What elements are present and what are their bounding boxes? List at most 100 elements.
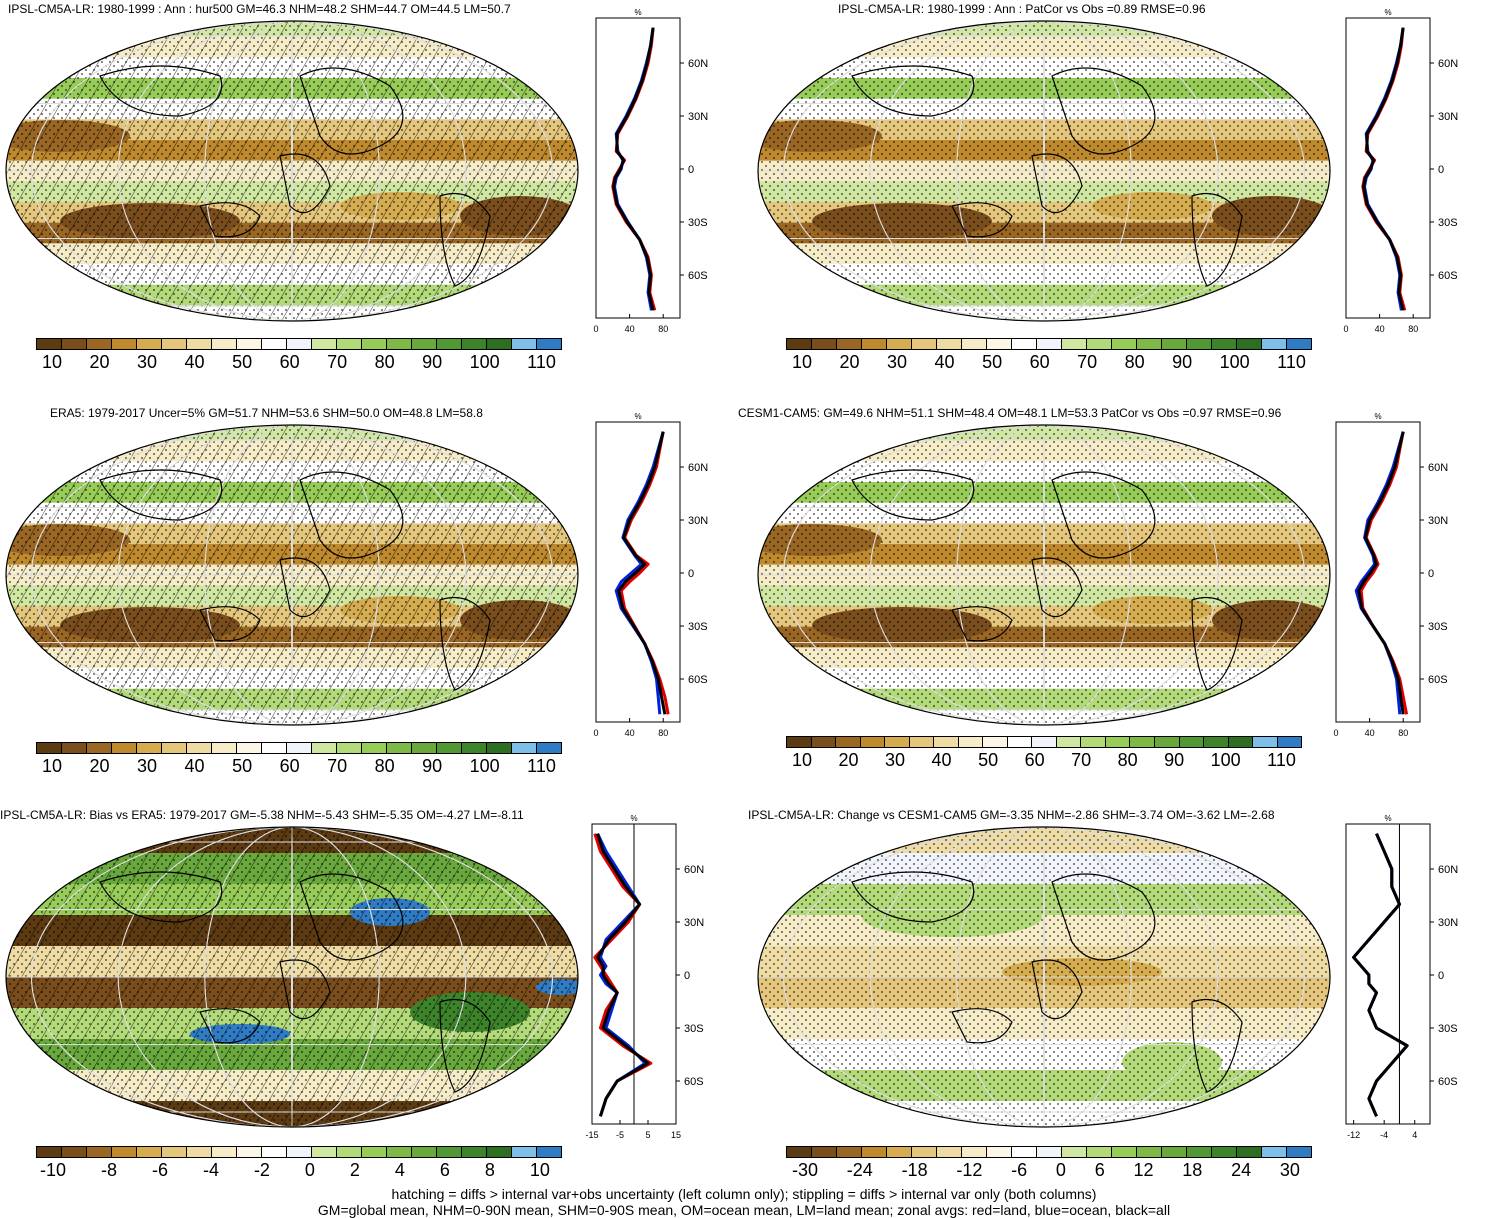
zonal-xtick-label: 5: [645, 1130, 650, 1140]
colorbar: [786, 736, 1302, 748]
colorbar: [36, 1146, 562, 1158]
colorbar-swatch: [1237, 1147, 1262, 1157]
colorbar-label: 0: [1055, 1160, 1066, 1180]
colorbar-swatch: [812, 1147, 837, 1157]
colorbar-label: 10: [42, 756, 63, 776]
colorbar-swatch: [37, 743, 62, 753]
colorbar-swatch: [137, 1147, 162, 1157]
zonal-xtick-label: 80: [1408, 324, 1418, 334]
panel-title: IPSL-CM5A-LR: 1980-1999 : Ann : hur500 G…: [8, 2, 511, 16]
colorbar-swatch: [237, 743, 262, 753]
colorbar-label: -24: [846, 1160, 873, 1180]
coastline: [299, 67, 404, 155]
footer-note-1: hatching = diffs > internal var+obs unce…: [391, 1186, 1097, 1202]
colorbar-label: 110: [1277, 352, 1306, 372]
panel-title: ERA5: 1979-2017 Uncer=5% GM=51.7 NHM=53.…: [50, 406, 483, 420]
colorbar-label: 80: [374, 352, 395, 372]
coastline: [1051, 471, 1156, 559]
colorbar-swatch: [112, 339, 137, 349]
zonal-xtick-label: 0: [1343, 324, 1348, 334]
coastline: [99, 65, 223, 117]
map-change: [757, 826, 1331, 1128]
colorbar-swatch: [987, 1147, 1012, 1157]
colorbar-swatch: [1130, 737, 1155, 747]
zonal-lat-label: 30S: [1428, 621, 1448, 633]
colorbar-label: 18: [1182, 1160, 1203, 1180]
colorbar-swatch: [462, 743, 487, 753]
zonal-lat-label: 0: [1438, 164, 1444, 176]
colorbar-label: 90: [1172, 352, 1193, 372]
zonal-xtick-label: 4: [1412, 1130, 1417, 1140]
colorbar-label: 2: [349, 1160, 360, 1180]
map-outline: [757, 20, 1331, 322]
coastline: [199, 1008, 261, 1044]
colorbar-label: 20: [89, 756, 110, 776]
colorbar-label: 30: [137, 756, 158, 776]
coastline: [279, 557, 331, 618]
zonal-lat-label: 0: [688, 164, 694, 176]
colorbar-swatch: [962, 339, 987, 349]
colorbar-swatch: [262, 1147, 287, 1157]
colorbar-swatch: [1037, 1147, 1062, 1157]
colorbar-swatch: [1081, 737, 1106, 747]
colorbar-swatch: [1262, 1147, 1287, 1157]
coastline: [851, 469, 975, 521]
zonal-lat-label: 30N: [688, 515, 708, 527]
colorbar-swatch: [836, 737, 861, 747]
colorbar-label: 110: [527, 352, 556, 372]
colorbar-swatch: [1277, 737, 1302, 747]
coastline: [99, 871, 223, 923]
zonal-xtick-label: 80: [1398, 728, 1408, 738]
colorbar-swatch: [362, 743, 387, 753]
colorbar-swatch: [312, 743, 337, 753]
colorbar-swatch: [512, 743, 537, 753]
zonal-unit-label: %: [1374, 412, 1381, 421]
colorbar-label: 60: [279, 352, 300, 372]
colorbar-swatch: [187, 339, 212, 349]
colorbar-label: 60: [1024, 750, 1045, 770]
zonal-xtick-label: 40: [1365, 728, 1375, 738]
colorbar-label: 50: [232, 756, 253, 776]
coastline: [299, 873, 404, 961]
colorbar-swatch: [312, 1147, 337, 1157]
colorbar-label: 12: [1133, 1160, 1154, 1180]
zonal-lat-label: 0: [684, 970, 690, 982]
zonal-xtick-label: 40: [625, 728, 635, 738]
colorbar-swatch: [412, 339, 437, 349]
colorbar-swatch: [1179, 737, 1205, 747]
coastline: [951, 202, 1013, 238]
colorbar-swatch: [387, 339, 412, 349]
zonal-lat-label: 60N: [1428, 462, 1448, 474]
colorbar-labels: 10 20 30 40 50 60 70 80 90 100 110: [792, 352, 1306, 373]
colorbar-swatch: [1204, 737, 1229, 747]
zonal-lat-label: 30S: [1438, 1023, 1458, 1035]
zonal-lat-label: 0: [1438, 970, 1444, 982]
colorbar-label: 90: [1164, 750, 1185, 770]
zonal-xtick-label: 80: [658, 728, 668, 738]
colorbar-swatch: [462, 339, 487, 349]
zonal-plot-bias: % -15 -5 5 15 60N 30N 0 30S 60S: [585, 814, 704, 1140]
colorbar-label: 70: [327, 352, 348, 372]
map-era5: [5, 424, 579, 726]
colorbar-swatch: [162, 1147, 187, 1157]
colorbar-label: 80: [1124, 352, 1145, 372]
colorbar-label: 4: [394, 1160, 405, 1180]
colorbar-label: 70: [1077, 352, 1098, 372]
colorbar-label: 90: [422, 756, 443, 776]
colorbar-swatch: [412, 1147, 437, 1157]
coastline: [1051, 67, 1156, 155]
colorbar-swatch: [1253, 737, 1278, 747]
zonal-lat-label: 0: [688, 568, 694, 580]
zonal-lat-label: 0: [1428, 568, 1434, 580]
colorbar-swatch: [1187, 1147, 1212, 1157]
colorbar-swatch: [983, 737, 1008, 747]
colorbar-swatch: [262, 743, 287, 753]
colorbar-swatch: [487, 339, 512, 349]
zonal-xtick-label: -5: [616, 1130, 624, 1140]
colorbar-swatch: [1228, 737, 1254, 747]
zonal-lat-label: 30S: [688, 621, 708, 633]
colorbar-label: -18: [901, 1160, 928, 1180]
zonal-line-all: [1352, 833, 1409, 1117]
colorbar: [786, 338, 1312, 350]
colorbar-swatch: [537, 339, 561, 349]
